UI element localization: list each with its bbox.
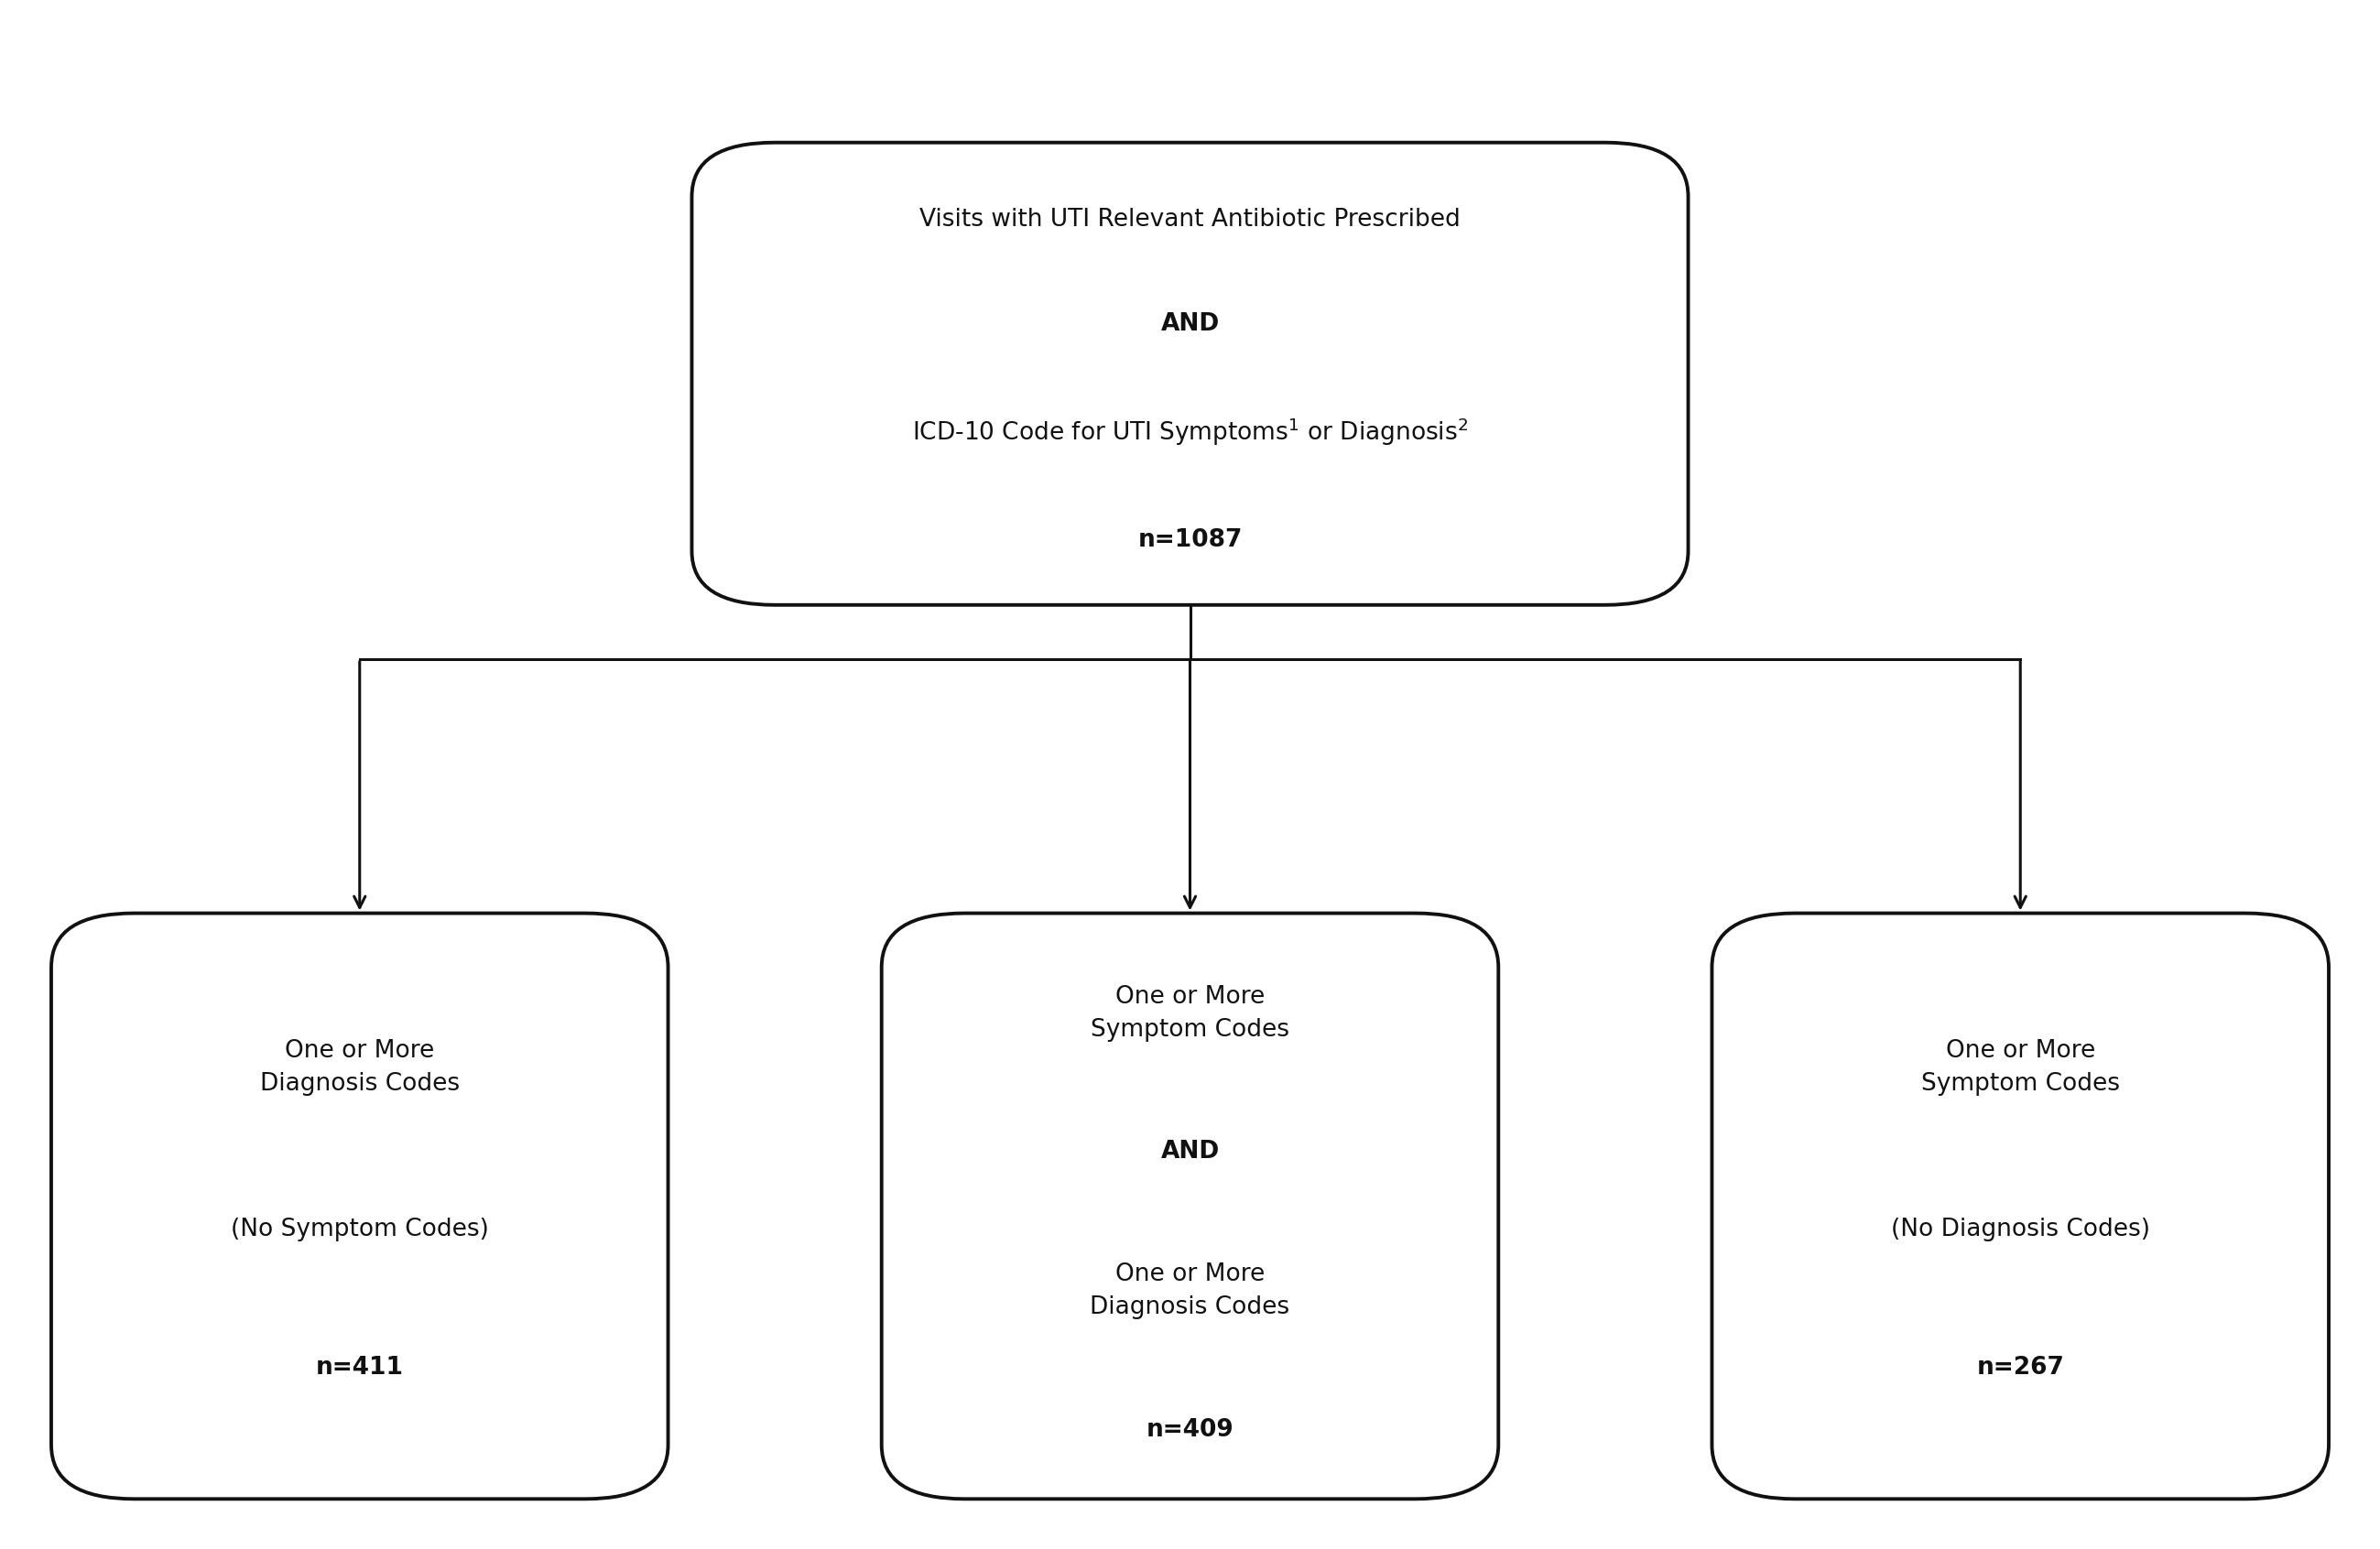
Text: ICD-10 Code for UTI Symptoms$^{1}$ or Diagnosis$^{2}$: ICD-10 Code for UTI Symptoms$^{1}$ or Di… xyxy=(912,417,1468,448)
Text: Visits with UTI Relevant Antibiotic Prescribed: Visits with UTI Relevant Antibiotic Pres… xyxy=(919,208,1461,231)
Text: AND: AND xyxy=(1161,1140,1219,1163)
FancyBboxPatch shape xyxy=(52,914,669,1499)
FancyBboxPatch shape xyxy=(693,143,1687,606)
FancyBboxPatch shape xyxy=(881,914,1499,1499)
Text: One or More
Diagnosis Codes: One or More Diagnosis Codes xyxy=(259,1039,459,1095)
Text: One or More
Diagnosis Codes: One or More Diagnosis Codes xyxy=(1090,1262,1290,1320)
Text: (No Symptom Codes): (No Symptom Codes) xyxy=(231,1218,488,1241)
Text: n=267: n=267 xyxy=(1975,1355,2063,1380)
Text: AND: AND xyxy=(1161,313,1219,336)
Text: n=409: n=409 xyxy=(1147,1417,1233,1442)
Text: One or More
Symptom Codes: One or More Symptom Codes xyxy=(1921,1039,2121,1095)
Text: One or More
Symptom Codes: One or More Symptom Codes xyxy=(1090,985,1290,1042)
Text: n=1087: n=1087 xyxy=(1138,528,1242,551)
Text: (No Diagnosis Codes): (No Diagnosis Codes) xyxy=(1890,1218,2149,1241)
FancyBboxPatch shape xyxy=(1711,914,2328,1499)
Text: n=411: n=411 xyxy=(317,1355,405,1380)
